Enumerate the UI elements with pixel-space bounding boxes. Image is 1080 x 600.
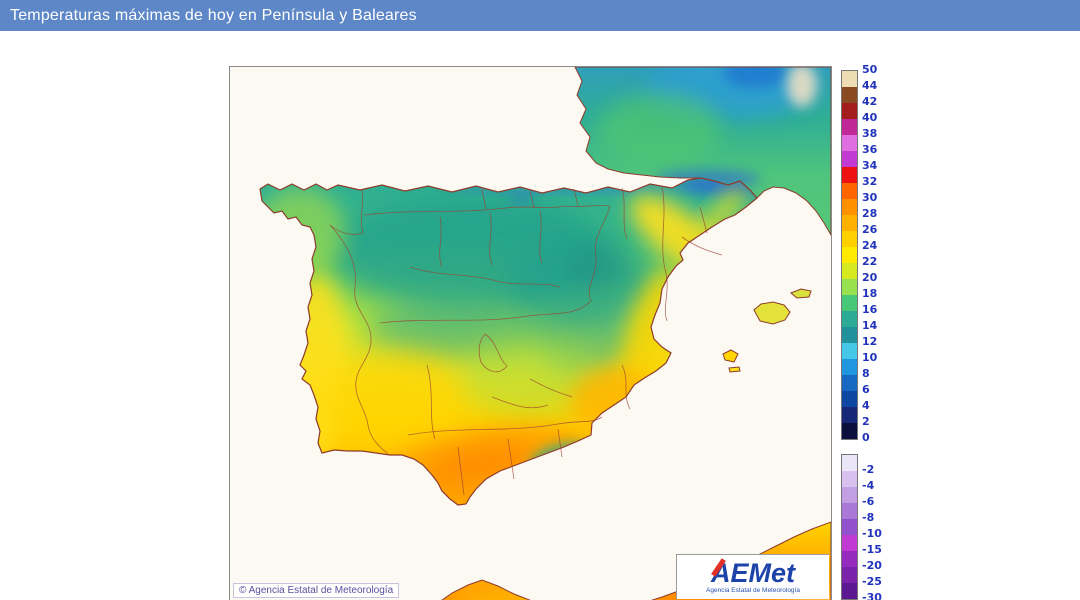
legend-color-band [842, 375, 857, 391]
legend-tick-label: -2 [862, 463, 875, 476]
legend-color-band [842, 359, 857, 375]
legend-color-band [842, 487, 857, 503]
legend-color-band [842, 551, 857, 567]
legend-tick-label: -6 [862, 495, 875, 508]
legend-color-band [842, 167, 857, 183]
legend-tick-label: 4 [862, 399, 870, 412]
legend-tick-label: 0 [862, 431, 870, 444]
legend-color-band [842, 231, 857, 247]
legend-tick-label: 20 [862, 271, 878, 284]
legend-color-band [842, 455, 857, 471]
legend-tick-label: -10 [862, 527, 882, 540]
legend-color-band [842, 247, 857, 263]
legend-color-band [842, 183, 857, 199]
legend-tick-label: -15 [862, 543, 882, 556]
legend-tick-label: 44 [862, 79, 878, 92]
legend-color-band [842, 583, 857, 599]
province-borders [329, 186, 723, 496]
aemet-logo: AEMet Agencia Estatal de Meteorología [676, 554, 829, 599]
legend-tick-label: 26 [862, 223, 878, 236]
legend-color-band [842, 87, 857, 103]
legend-color-band [842, 391, 857, 407]
legend-tick-label: 40 [862, 111, 878, 124]
balearic-islands [722, 288, 812, 373]
legend-tick-label: 10 [862, 351, 878, 364]
legend-color-band [842, 199, 857, 215]
aemet-logo-text: AEMet [710, 558, 795, 588]
legend-color-band [842, 423, 857, 439]
legend-tick-label: 34 [862, 159, 878, 172]
iberia-landmass [259, 177, 758, 506]
legend-tick-label: 28 [862, 207, 878, 220]
legend-tick-label: -25 [862, 575, 882, 588]
aemet-logo-subtext: Agencia Estatal de Meteorología [706, 587, 800, 594]
legend-tick-label: -30 [862, 591, 882, 600]
legend-color-band [842, 343, 857, 359]
legend-color-band [842, 471, 857, 487]
legend-color-band [842, 311, 857, 327]
legend-color-band [842, 151, 857, 167]
legend-tick-label: 12 [862, 335, 878, 348]
weather-map-svg [230, 67, 831, 600]
legend-color-band [842, 327, 857, 343]
legend-tick-label: 18 [862, 287, 878, 300]
legend-color-band [842, 519, 857, 535]
legend-tick-label: 14 [862, 319, 878, 332]
page-title: Temperaturas máximas de hoy en Península… [10, 6, 417, 24]
legend-tick-label: 36 [862, 143, 878, 156]
legend-color-band [842, 407, 857, 423]
legend-color-band [842, 215, 857, 231]
weather-map-frame: © Agencia Estatal de Meteorología AEMet … [229, 66, 832, 600]
legend-lower-scale: -2 -4 -6 -8 -10 -15 -20 -25 -30 [841, 454, 891, 600]
legend-color-band [842, 535, 857, 551]
legend-tick-label: 22 [862, 255, 878, 268]
legend-tick-label: -4 [862, 479, 875, 492]
legend-upper-scale: 50 44 42 40 38 36 34 32 30 28 26 24 22 20 18 16 14 12 10 8 6… [841, 64, 891, 444]
legend-tick-label: -8 [862, 511, 875, 524]
legend-color-band [842, 71, 857, 87]
legend-tick-label: 30 [862, 191, 878, 204]
legend-tick-label: 8 [862, 367, 870, 380]
legend-tick-label: 24 [862, 239, 878, 252]
legend-tick-label: 42 [862, 95, 878, 108]
legend-tick-label: 16 [862, 303, 878, 316]
temperature-legend: 50 44 42 40 38 36 34 32 30 28 26 24 22 20 18 16 14 12 10 8 6… [841, 64, 891, 600]
legend-color-band [842, 119, 857, 135]
legend-color-band [842, 295, 857, 311]
aemet-logo-wordmark: AEMet [710, 558, 795, 588]
legend-color-band [842, 279, 857, 295]
legend-tick-label: 6 [862, 383, 870, 396]
legend-tick-label: 2 [862, 415, 870, 428]
legend-tick-label: 32 [862, 175, 878, 188]
legend-tick-label: -20 [862, 559, 882, 572]
legend-color-band [842, 263, 857, 279]
legend-tick-label: 38 [862, 127, 878, 140]
copyright-label: © Agencia Estatal de Meteorología [233, 583, 400, 598]
legend-tick-label: 50 [862, 63, 878, 76]
legend-color-band [842, 567, 857, 583]
legend-color-band [842, 503, 857, 519]
legend-color-band [842, 135, 857, 151]
legend-color-band [842, 103, 857, 119]
header-bar: Temperaturas máximas de hoy en Península… [0, 0, 1080, 31]
